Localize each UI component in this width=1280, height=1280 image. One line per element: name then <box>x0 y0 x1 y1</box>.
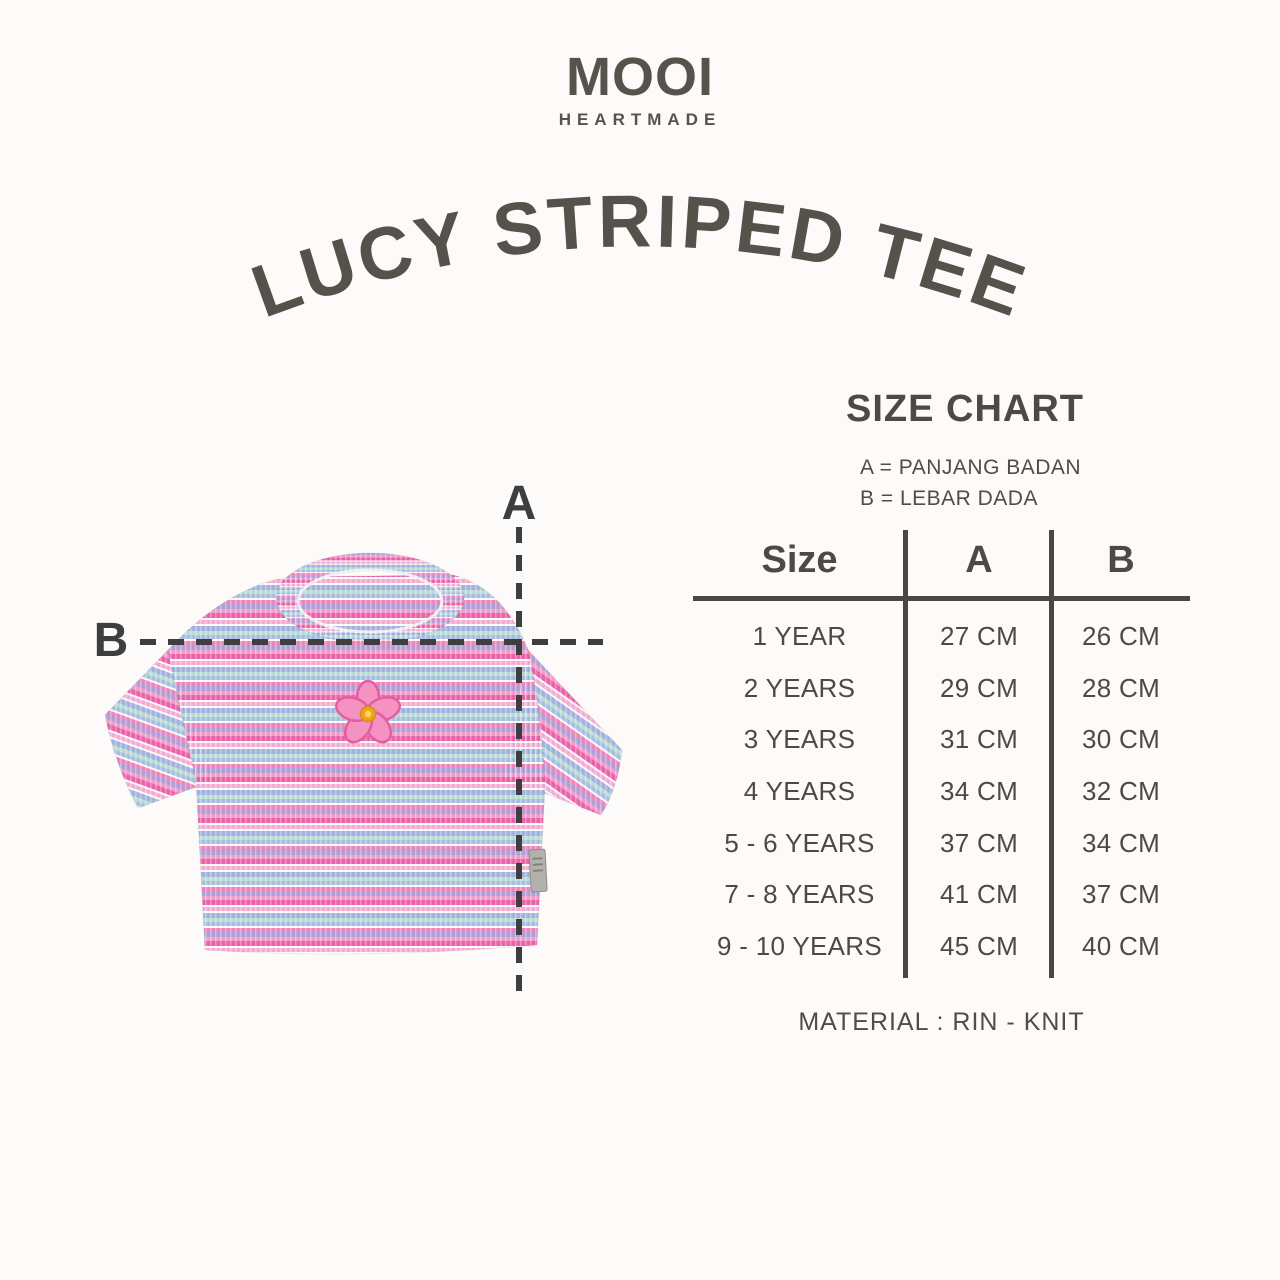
cell-b-value: 40 CM <box>1081 930 1161 961</box>
table-divider-1 <box>903 530 908 978</box>
tshirt-image <box>104 552 623 955</box>
cell-size-label: 2 YEARS <box>743 672 856 703</box>
measure-line-b <box>140 639 603 645</box>
size-table-body: 1 YEAR 27 CM 26 CM 2 YEARS 29 CM 28 CM 3… <box>693 611 1190 972</box>
size-table-header: Size A B <box>693 524 1190 596</box>
cell-b-value: 34 CM <box>1081 827 1161 858</box>
cell-a-value: 37 CM <box>939 827 1019 858</box>
brand-tagline: HEARTMADE <box>558 110 722 129</box>
cell-size-label: 4 YEARS <box>743 776 856 807</box>
table-row: 5 - 6 YEARS 37 CM 34 CM <box>693 817 1190 869</box>
cell-b-value: 28 CM <box>1081 672 1161 703</box>
cell-size-label: 7 - 8 YEARS <box>724 879 875 910</box>
cell-size-label: 5 - 6 YEARS <box>724 827 875 858</box>
cell-a-value: 27 CM <box>939 621 1019 652</box>
cell-a-value: 34 CM <box>939 776 1019 807</box>
product-title-arch: LUCY STRIPED TEE <box>241 179 1038 333</box>
size-chart-legend: A = PANJANG BADAN B = LEBAR DADA <box>860 452 1081 514</box>
cell-a-value: 41 CM <box>939 879 1019 910</box>
table-header-rule <box>693 596 1190 601</box>
cell-a-value: 45 CM <box>939 930 1019 961</box>
cell-b-value: 26 CM <box>1081 621 1161 652</box>
brand-logo: MOOI HEARTMADE <box>0 50 1280 130</box>
material-note: MATERIAL : RIN - KNIT <box>798 1008 1085 1036</box>
table-divider-2 <box>1049 530 1054 978</box>
col-header-size: Size <box>761 538 838 581</box>
cell-b-value: 30 CM <box>1081 724 1161 755</box>
size-table: Size A B 1 YEAR 27 CM 26 CM 2 YEARS 29 C… <box>693 524 1190 989</box>
product-title: LUCY STRIPED TEE <box>241 179 1034 333</box>
table-row: 3 YEARS 31 CM 30 CM <box>693 714 1190 766</box>
side-tag <box>528 848 548 893</box>
cell-size-label: 3 YEARS <box>743 724 856 755</box>
brand-name: MOOI <box>566 47 714 107</box>
table-row: 4 YEARS 34 CM 32 CM <box>693 766 1190 818</box>
flower-icon <box>335 679 401 744</box>
measure-label-b: B <box>93 614 129 667</box>
svg-text:LUCY STRIPED TEE: LUCY STRIPED TEE <box>241 179 1038 333</box>
cell-size-label: 1 YEAR <box>752 621 847 652</box>
table-row: 7 - 8 YEARS 41 CM 37 CM <box>693 869 1190 921</box>
table-row: 2 YEARS 29 CM 28 CM <box>693 663 1190 715</box>
table-row: 9 - 10 YEARS 45 CM 40 CM <box>693 921 1190 973</box>
measure-line-a <box>516 527 522 1001</box>
legend-line-a: A = PANJANG BADAN <box>860 456 1082 479</box>
measure-label-a: A <box>501 477 537 530</box>
cell-a-value: 29 CM <box>939 672 1019 703</box>
size-chart-heading: SIZE CHART <box>846 388 1084 430</box>
col-header-b: B <box>1107 538 1135 581</box>
cell-b-value: 37 CM <box>1081 879 1161 910</box>
col-header-a: A <box>965 538 993 581</box>
cell-size-label: 9 - 10 YEARS <box>717 930 882 961</box>
table-row: 1 YEAR 27 CM 26 CM <box>693 611 1190 663</box>
cell-a-value: 31 CM <box>939 724 1019 755</box>
cell-b-value: 32 CM <box>1081 776 1161 807</box>
legend-line-b: B = LEBAR DADA <box>860 487 1038 510</box>
rib-texture <box>105 553 622 954</box>
